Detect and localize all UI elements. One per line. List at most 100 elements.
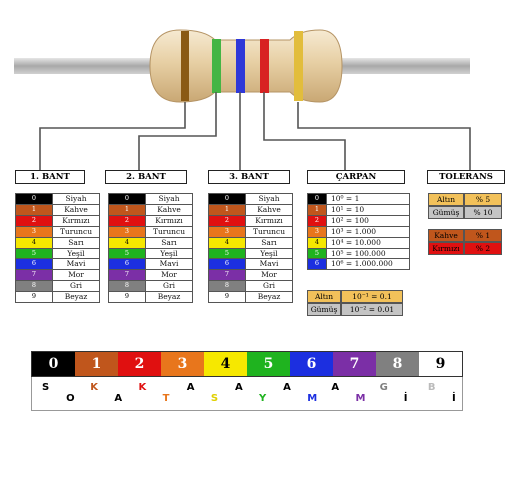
- color-row: 3 Turuncu: [15, 225, 100, 238]
- multiplier-digit-cell: 4: [307, 236, 327, 249]
- color-digit-cell: 7: [208, 269, 246, 282]
- color-name-cell: Mavi: [245, 258, 293, 271]
- color-row: 1 Kahve: [108, 203, 193, 216]
- strip-digit: 0: [32, 352, 75, 376]
- color-digit-cell: 9: [208, 291, 246, 304]
- color-row: 3 Turuncu: [208, 225, 293, 238]
- color-name-cell: Siyah: [145, 193, 193, 205]
- resistor-body: [149, 29, 343, 103]
- chip-value: 10⁻¹ = 0.1: [341, 290, 403, 303]
- chip-value: 10⁻² = 0.01: [341, 303, 403, 316]
- header-band-1: 1. BANT: [15, 170, 85, 184]
- color-row: 1 Kahve: [208, 203, 293, 216]
- header-tolerance: TOLERANS: [427, 170, 505, 184]
- color-row: 4 Sarı: [208, 236, 293, 249]
- tolerance-gold-silver: Altın% 5 Gümüş% 10: [428, 193, 502, 219]
- color-row: 1 Kahve: [15, 203, 100, 216]
- tolerance-brown-red: Kahve% 1 Kırmızı% 2: [428, 229, 502, 255]
- chip-color-name: Altın: [428, 193, 464, 206]
- color-name-cell: Kırmızı: [145, 214, 193, 227]
- color-digit-cell: 3: [108, 225, 146, 238]
- mnemonic-letter: G: [379, 382, 388, 393]
- multiplier-row: 5 10⁵ = 100.000: [307, 247, 410, 260]
- color-name-cell: Mor: [245, 269, 293, 282]
- chip-color-name: Gümüş: [307, 303, 341, 316]
- color-digit-cell: 4: [108, 236, 146, 249]
- color-row: 2 Kırmızı: [208, 214, 293, 227]
- color-row: 9 Beyaz: [15, 291, 100, 304]
- mnemonic-phrase: S O K A K T A S A Y A M A M G İ B İ: [31, 377, 463, 411]
- color-name-cell: Kahve: [52, 203, 100, 216]
- mnemonic-letter: B: [427, 382, 436, 393]
- color-row: 9 Beyaz: [208, 291, 293, 304]
- band-1-color-table: 0 Siyah 1 Kahve 2 Kırmızı 3 Turuncu 4 Sarı 5 Yeşil 6…: [15, 193, 100, 304]
- color-digit-cell: 1: [15, 203, 53, 216]
- mnemonic-letter: O: [66, 393, 75, 404]
- color-row: 3 Turuncu: [108, 225, 193, 238]
- color-name-cell: Yeşil: [245, 247, 293, 260]
- strip-digit: 7: [333, 352, 376, 376]
- color-digit-cell: 3: [15, 225, 53, 238]
- multiplier-digit-cell: 0: [307, 193, 327, 205]
- color-name-cell: Yeşil: [145, 247, 193, 260]
- color-name-cell: Mor: [52, 269, 100, 282]
- strip-digit: 9: [419, 352, 462, 376]
- chip-color-name: Kahve: [428, 229, 464, 242]
- color-digit-cell: 5: [108, 247, 146, 260]
- chip-value: % 5: [464, 193, 502, 206]
- chip-color-name: Kırmızı: [428, 242, 464, 255]
- multiplier-gold-silver: Altın 10⁻¹ = 0.1 Gümüş 10⁻² = 0.01: [307, 290, 403, 316]
- chip-value: % 10: [464, 206, 502, 219]
- chip-row: Altın 10⁻¹ = 0.1: [307, 290, 403, 303]
- strip-digit: 3: [161, 352, 204, 376]
- color-digit-cell: 4: [208, 236, 246, 249]
- color-name-cell: Yeşil: [52, 247, 100, 260]
- color-digit-cell: 9: [15, 291, 53, 304]
- color-name-cell: Turuncu: [145, 225, 193, 238]
- multiplier-row: 1 10¹ = 10: [307, 203, 410, 216]
- color-digit-cell: 6: [15, 258, 53, 271]
- strip-digit: 8: [376, 352, 419, 376]
- mnemonic-letter: T: [162, 393, 170, 404]
- color-name-cell: Turuncu: [245, 225, 293, 238]
- color-row: 8 Gri: [15, 280, 100, 293]
- multiplier-value-cell: 10² = 100: [326, 214, 410, 227]
- color-name-cell: Beyaz: [52, 291, 100, 304]
- color-name-cell: Beyaz: [145, 291, 193, 304]
- color-digit-cell: 5: [15, 247, 53, 260]
- mnemonic-letter: İ: [403, 393, 408, 404]
- multiplier-value-cell: 10¹ = 10: [326, 203, 410, 216]
- mnemonic-letter: S: [210, 393, 219, 404]
- color-row: 0 Siyah: [108, 193, 193, 205]
- color-digit-cell: 2: [15, 214, 53, 227]
- color-name-cell: Kahve: [145, 203, 193, 216]
- color-digit-cell: 6: [108, 258, 146, 271]
- multiplier-digit-cell: 6: [307, 258, 327, 271]
- multiplier-value-cell: 10⁶ = 1.000.000: [326, 258, 410, 271]
- color-row: 6 Mavi: [15, 258, 100, 271]
- resistor-band-5: [294, 31, 303, 101]
- color-row: 0 Siyah: [208, 193, 293, 205]
- color-digit-cell: 8: [208, 280, 246, 293]
- color-row: 5 Yeşil: [108, 247, 193, 260]
- color-name-cell: Sarı: [245, 236, 293, 249]
- color-digit-cell: 1: [108, 203, 146, 216]
- color-row: 8 Gri: [208, 280, 293, 293]
- color-name-cell: Mor: [145, 269, 193, 282]
- color-row: 5 Yeşil: [208, 247, 293, 260]
- strip-digit: 1: [75, 352, 118, 376]
- multiplier-row: 4 10⁴ = 10.000: [307, 236, 410, 249]
- mnemonic-letter: K: [90, 382, 98, 393]
- chip-value: % 2: [464, 242, 502, 255]
- multiplier-table: 0 10⁰ = 1 1 10¹ = 10 2 10² = 100 3 10³ = 1.000 4…: [307, 193, 410, 271]
- color-digit-cell: 2: [208, 214, 246, 227]
- color-digit-cell: 5: [208, 247, 246, 260]
- color-row: 2 Kırmızı: [108, 214, 193, 227]
- color-row: 2 Kırmızı: [15, 214, 100, 227]
- chip-value: % 1: [464, 229, 502, 242]
- color-name-cell: Gri: [52, 280, 100, 293]
- color-name-cell: Mavi: [145, 258, 193, 271]
- header-band-2: 2. BANT: [105, 170, 187, 184]
- color-name-cell: Gri: [245, 280, 293, 293]
